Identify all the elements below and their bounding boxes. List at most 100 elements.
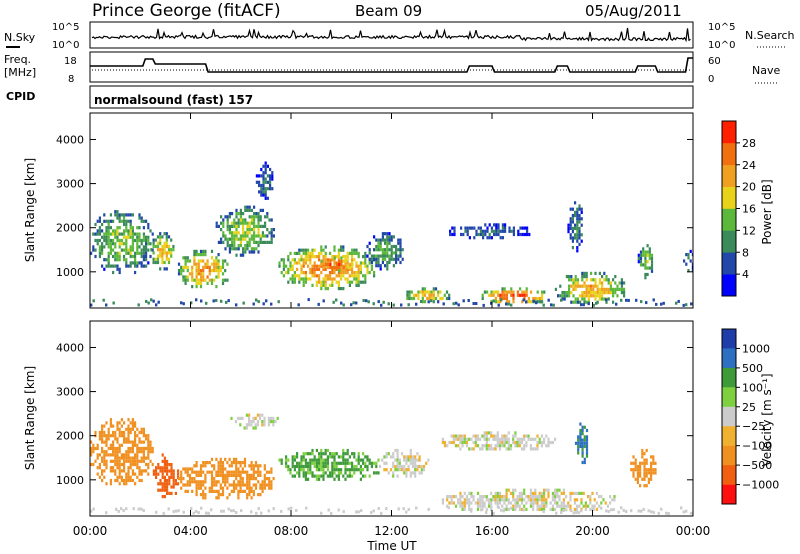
echo-cell bbox=[285, 461, 288, 465]
echo-cell bbox=[448, 495, 451, 499]
echo-cell bbox=[494, 444, 497, 448]
echo-cell bbox=[191, 470, 194, 474]
echo-cell bbox=[254, 464, 258, 468]
echo-cell bbox=[266, 180, 269, 184]
echo-cell bbox=[245, 426, 248, 430]
echo-cell bbox=[372, 509, 375, 513]
echo-cell bbox=[315, 461, 318, 465]
echo-cell bbox=[507, 437, 510, 441]
echo-cell bbox=[377, 257, 380, 261]
echo-cell bbox=[574, 236, 577, 240]
echo-cell bbox=[421, 290, 424, 294]
echo-cell bbox=[320, 280, 323, 284]
echo-cell bbox=[142, 226, 145, 230]
echo-cell bbox=[300, 277, 303, 281]
echo-cell bbox=[125, 453, 128, 457]
echo-cell bbox=[538, 296, 541, 301]
echo-cell bbox=[558, 498, 561, 502]
echo-cell bbox=[520, 498, 524, 502]
echo-cell bbox=[253, 212, 256, 216]
echo-cell bbox=[585, 441, 589, 445]
echo-cell bbox=[304, 261, 307, 265]
echo-cell bbox=[385, 452, 388, 456]
echo-cell bbox=[532, 504, 535, 508]
echo-cell bbox=[221, 467, 225, 471]
echo-cell bbox=[496, 444, 499, 448]
echo-cell bbox=[518, 504, 521, 508]
echo-cell bbox=[384, 264, 387, 268]
echo-cell bbox=[210, 483, 214, 487]
echo-cell bbox=[342, 287, 345, 291]
echo-cell bbox=[340, 271, 343, 275]
echo-cell bbox=[266, 164, 269, 168]
echo-cell bbox=[353, 271, 356, 275]
echo-cell bbox=[125, 245, 128, 249]
echo-cell bbox=[340, 287, 343, 291]
echo-cell bbox=[342, 266, 345, 270]
echo-cell bbox=[396, 455, 399, 459]
echo-cell bbox=[269, 180, 272, 184]
echo-cell bbox=[485, 440, 488, 445]
echo-cell bbox=[432, 290, 435, 294]
echo-cell bbox=[331, 461, 334, 465]
echo-cell bbox=[302, 471, 305, 475]
colorbar-segment bbox=[722, 142, 736, 166]
echo-cell bbox=[607, 287, 610, 291]
echo-cell bbox=[421, 293, 424, 297]
echo-cell bbox=[523, 290, 526, 294]
echo-cell bbox=[405, 471, 408, 475]
echo-cell bbox=[105, 232, 108, 236]
echo-cell bbox=[582, 303, 585, 307]
echo-cell bbox=[127, 430, 130, 435]
echo-cell bbox=[244, 205, 247, 209]
echo-cell bbox=[574, 281, 577, 285]
echo-cell bbox=[258, 183, 261, 188]
echo-cell bbox=[652, 461, 655, 465]
time-axis-label: Time UT bbox=[366, 539, 417, 553]
echo-cell bbox=[614, 291, 617, 295]
echo-cell bbox=[554, 287, 557, 291]
echo-cell bbox=[101, 472, 104, 476]
echo-cell bbox=[125, 251, 128, 255]
echo-cell bbox=[467, 299, 470, 302]
echo-cell bbox=[232, 509, 235, 513]
echo-cell bbox=[307, 461, 310, 465]
echo-cell bbox=[217, 467, 220, 471]
echo-cell bbox=[496, 491, 499, 495]
echo-cell bbox=[426, 290, 429, 294]
echo-cell bbox=[269, 187, 272, 191]
echo-cell bbox=[224, 269, 227, 273]
echo-cell bbox=[335, 262, 339, 266]
echo-cell bbox=[165, 254, 168, 258]
echo-cell bbox=[607, 509, 610, 513]
echo-cell bbox=[320, 461, 323, 465]
echo-cell bbox=[598, 278, 601, 282]
echo-cell bbox=[120, 248, 123, 252]
echo-cell bbox=[199, 249, 203, 253]
echo-cell bbox=[687, 256, 690, 260]
echo-cell bbox=[246, 224, 249, 228]
echo-cell bbox=[648, 266, 651, 270]
echo-cell bbox=[352, 301, 355, 305]
echo-cell bbox=[598, 297, 601, 301]
echo-cell bbox=[246, 477, 249, 481]
echo-cell bbox=[461, 437, 464, 441]
echo-cell bbox=[368, 474, 371, 478]
station-title: Prince George (fitACF) bbox=[92, 1, 281, 21]
time-axis-labels: 00:00 04:00 08:00 12:00 16:00 20:00 00:00 bbox=[73, 524, 711, 538]
echo-cell bbox=[520, 447, 524, 451]
echo-cell bbox=[112, 229, 115, 233]
echo-cell bbox=[337, 508, 340, 512]
echo-cell bbox=[637, 256, 640, 261]
echo-cell bbox=[282, 261, 285, 265]
echo-cell bbox=[583, 300, 586, 304]
echo-cell bbox=[446, 498, 449, 502]
echo-cell bbox=[149, 440, 152, 444]
echo-cell bbox=[174, 491, 177, 495]
echo-cell bbox=[96, 472, 99, 476]
echo-cell bbox=[127, 446, 130, 451]
echo-cell bbox=[163, 488, 166, 492]
echo-cell bbox=[298, 258, 301, 262]
echo-cell bbox=[215, 221, 218, 225]
echo-cell bbox=[103, 430, 106, 435]
